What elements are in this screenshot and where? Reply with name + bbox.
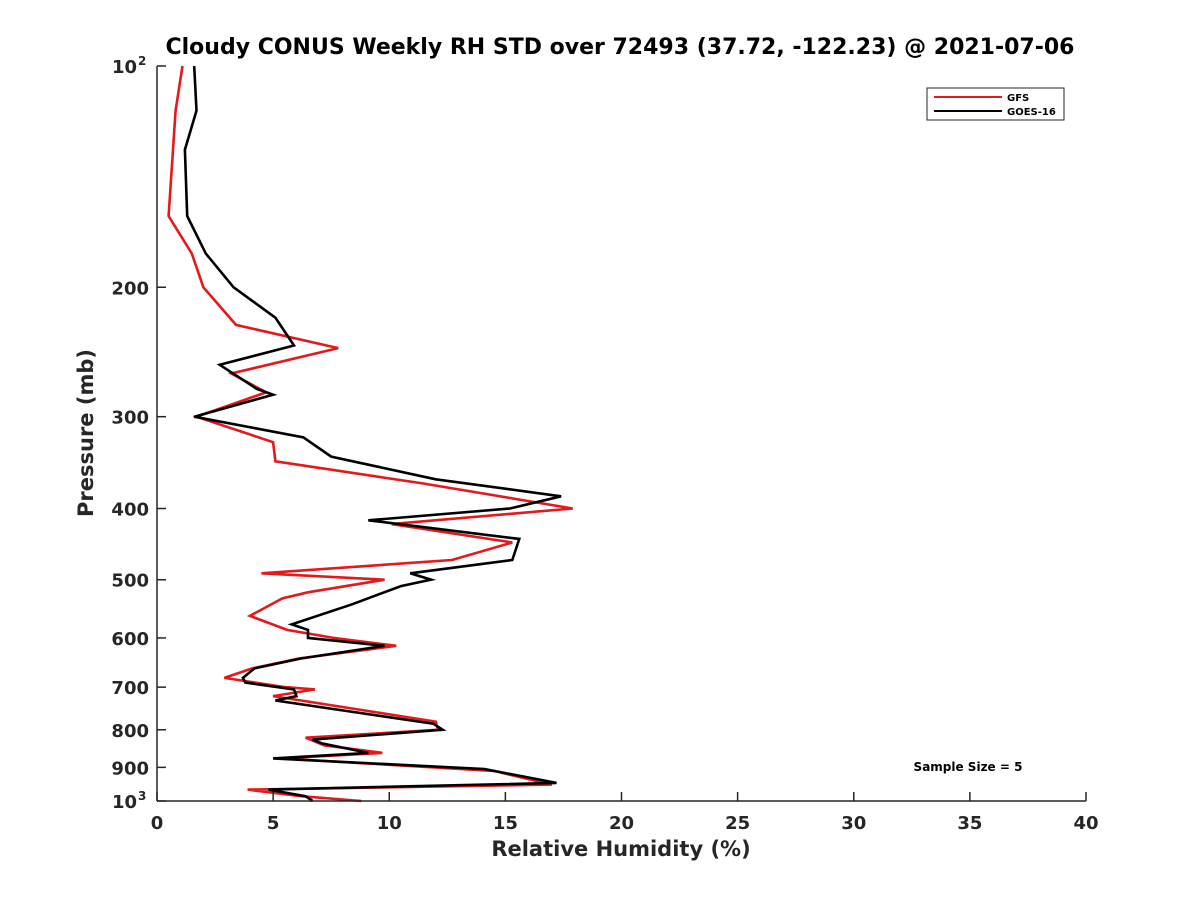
x-tick-label: 30 xyxy=(841,813,866,834)
y-tick-label: 800 xyxy=(111,721,149,742)
y-tick-label: 300 xyxy=(111,408,149,429)
y-tick-label: 500 xyxy=(111,571,149,592)
legend-label-gfs: GFS xyxy=(1007,93,1029,104)
y-tick-exponent: 3 xyxy=(138,789,146,803)
series-line-goes16 xyxy=(183,65,562,803)
y-tick-label: 600 xyxy=(111,629,149,650)
x-tick-label: 40 xyxy=(1073,813,1098,834)
y-tick-label: 700 xyxy=(111,678,149,699)
y-axis-label: Pressure (mb) xyxy=(74,349,98,517)
sample-size-annotation: Sample Size = 5 xyxy=(914,760,1023,774)
legend: GFS GOES-16 xyxy=(926,87,1065,121)
chart-title: Cloudy CONUS Weekly RH STD over 72493 (3… xyxy=(166,35,1075,60)
legend-box xyxy=(926,87,1065,121)
x-ticks: 0 5 10 15 20 25 30 35 40 xyxy=(151,792,1099,834)
series-layer xyxy=(167,65,573,803)
x-tick-label: 0 xyxy=(151,813,164,834)
x-tick-label: 35 xyxy=(957,813,982,834)
plot-area: 0 5 10 15 20 25 30 35 40 10 220030040050060070080… xyxy=(111,54,1098,834)
y-tick-label: 400 xyxy=(111,500,149,521)
series-line-gfs xyxy=(167,65,573,803)
x-tick-label: 25 xyxy=(725,813,750,834)
x-axis-label: Relative Humidity (%) xyxy=(491,837,750,861)
x-tick-label: 5 xyxy=(267,813,280,834)
legend-label-goes16: GOES-16 xyxy=(1007,107,1056,118)
y-tick-label: 10 xyxy=(112,57,137,78)
x-tick-label: 20 xyxy=(609,813,634,834)
y-tick-exponent: 2 xyxy=(138,54,146,68)
x-tick-label: 10 xyxy=(377,813,402,834)
x-tick-label: 15 xyxy=(493,813,518,834)
y-tick-label: 200 xyxy=(111,278,149,299)
y-tick-label: 10 xyxy=(112,792,137,813)
y-tick-label: 900 xyxy=(111,758,149,779)
